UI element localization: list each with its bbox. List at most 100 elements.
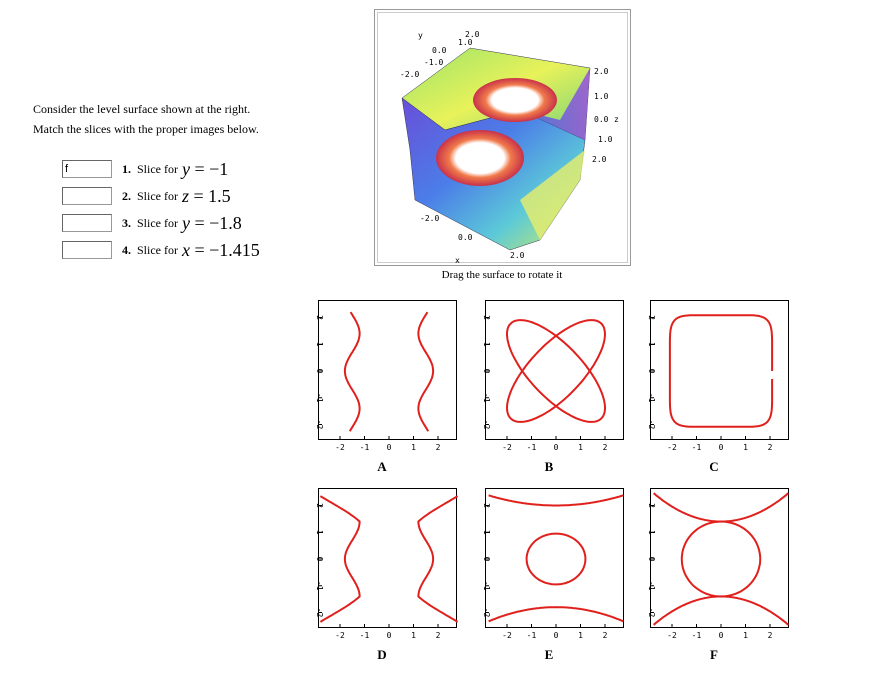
x-tick-label: 2 [768,443,773,452]
x-tick-label: -2 [502,443,512,452]
question: 3. Slice for y = −1.8 [62,212,242,234]
x-tick-label: -2 [667,443,677,452]
slice-variable: y [182,212,190,233]
question: 1. Slice for y = −1 [62,158,228,180]
surface-axis-label: 1.0 [594,92,609,101]
y-tick-label: -2 [482,608,491,618]
panel-label: D [377,647,386,662]
slice-curve [319,495,361,623]
y-tick-label: 1 [482,530,491,535]
x-tick-label: 1 [743,443,748,452]
y-tick-label: 2 [482,503,491,508]
slice-variable: z [182,185,190,206]
instruction: Consider the level surface shown at the … [33,102,251,116]
y-tick-label: 0 [315,557,324,562]
surface-axis-label: 2.0 [465,30,480,39]
surface-axis-label: -2.0 [400,70,419,79]
y-tick-label: 0 [315,369,324,374]
y-tick-label: -2 [315,420,324,430]
slice-value: = 1.5 [193,185,231,206]
x-tick-label: 1 [743,631,748,640]
answer-input[interactable] [62,241,112,259]
x-tick-label: 1 [411,443,416,452]
panel-label: C [709,459,718,474]
y-tick-label: 0 [482,557,491,562]
surface-axis-label: 2.0 [594,67,609,76]
x-tick-label: -1 [527,631,537,640]
x-tick-label: -1 [692,631,702,640]
question-slice: x = −1.415 [182,240,260,261]
y-tick-label: 2 [315,315,324,320]
plot-frame [650,300,789,440]
y-tick-label: 1 [315,342,324,347]
question-number: 2. [122,188,131,203]
question-slice: z = 1.5 [182,186,231,207]
panel-label: A [377,459,387,474]
slice-curve [488,606,624,623]
y-tick-label: -1 [647,581,656,591]
x-tick-label: -2 [502,631,512,640]
question: 2. Slice for z = 1.5 [62,185,231,207]
answer-input[interactable] [62,214,112,232]
slice-value: = −1.415 [194,239,260,260]
y-tick-label: -2 [647,608,656,618]
slice-curve [417,311,435,432]
y-tick-label: 2 [647,503,656,508]
y-tick-label: 1 [315,530,324,535]
panel-label: E [545,647,554,662]
x-tick-label: 0 [719,443,724,452]
surface-axis-label: -1.0 [424,58,443,67]
question-prefix: Slice for [137,242,178,257]
y-tick-label: -1 [315,393,324,403]
instruction: Match the slices with the proper images … [33,122,259,136]
y-tick-label: 1 [647,342,656,347]
slice-curve [652,492,790,523]
x-tick-label: -1 [692,443,702,452]
surface-axis-label: 2.0 [510,251,525,260]
question-number: 4. [122,242,131,257]
x-tick-label: 1 [578,443,583,452]
y-tick-label: 2 [482,315,491,320]
slice-variable: x [182,239,190,260]
y-tick-label: 1 [482,342,491,347]
question-slice: y = −1 [182,159,228,180]
surface[interactable] [401,47,591,251]
slice-curve [652,595,790,626]
y-tick-label: 2 [315,503,324,508]
panel-label: F [710,647,718,662]
y-tick-label: 0 [647,369,656,374]
surface-frame-inner [377,12,628,263]
x-tick-label: -1 [527,443,537,452]
slice-curve [525,532,587,586]
x-tick-label: 0 [719,631,724,640]
surface-axis-label: 0.0 [594,115,609,124]
x-tick-label: 2 [768,631,773,640]
slice-curve [488,494,624,507]
y-tick-label: 0 [647,557,656,562]
y-tick-label: -1 [647,393,656,403]
y-tick-label: -2 [482,420,491,430]
surface-axis-label: 0.0 [432,46,447,55]
x-tick-label: 0 [554,443,559,452]
surface-axis-label: -2.0 [420,214,439,223]
surface-axis-label: x [455,256,460,265]
x-tick-label: -1 [360,443,370,452]
answer-input[interactable] [62,160,112,178]
plot-frame [650,488,789,628]
question-number: 1. [122,161,131,176]
surface-axis-label: 2.0 [592,155,607,164]
slice-value: = −1.8 [194,212,242,233]
surface-axis-label: 1.0 [598,135,613,144]
panel-label: B [545,459,554,474]
slice-curve [417,495,459,623]
x-tick-label: 1 [578,631,583,640]
slice-curve [668,314,774,428]
x-tick-label: -2 [667,631,677,640]
answer-input[interactable] [62,187,112,205]
x-tick-label: 1 [411,631,416,640]
x-tick-label: 2 [436,631,441,640]
question-prefix: Slice for [137,215,178,230]
question-prefix: Slice for [137,188,178,203]
